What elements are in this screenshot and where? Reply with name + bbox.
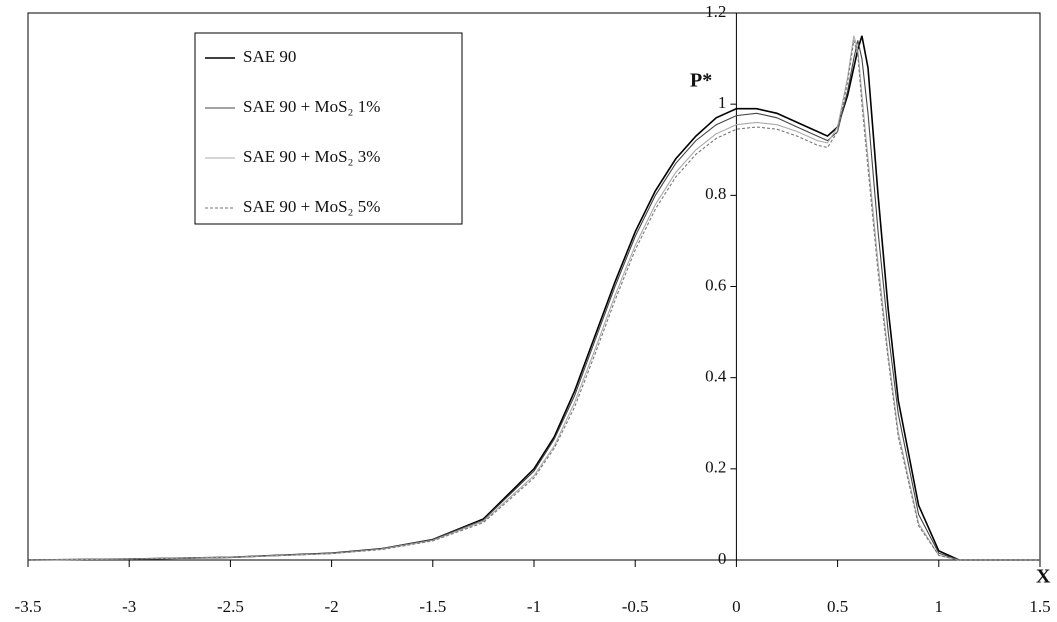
x-tick-label: 0.5 [827, 597, 848, 616]
y-axis-label: P* [690, 70, 712, 92]
y-tick-label: 0 [718, 549, 727, 568]
y-tick-label: 0.8 [705, 184, 726, 203]
x-axis-label: X [1036, 566, 1051, 588]
x-tick-label: -3.5 [15, 597, 42, 616]
legend-label: SAE 90 + MoS₂ 1% [243, 97, 380, 116]
x-tick-label: -2.5 [217, 597, 244, 616]
y-tick-label: 0.2 [705, 458, 726, 477]
x-tick-label: 0 [732, 597, 741, 616]
legend-label: SAE 90 + MoS₂ 5% [243, 197, 380, 216]
y-tick-label: 1.2 [705, 2, 726, 21]
x-tick-label: -0.5 [622, 597, 649, 616]
series-line [27, 35, 1040, 561]
legend-label: SAE 90 + MoS₂ 3% [243, 147, 380, 166]
legend-label: SAE 90 [243, 47, 296, 66]
y-tick-label: 0.4 [705, 367, 727, 386]
legend-box [194, 32, 463, 225]
series-line [27, 35, 1040, 561]
x-tick-label: -2 [325, 597, 339, 616]
x-tick-label: 1 [935, 597, 944, 616]
x-tick-label: 1.5 [1029, 597, 1050, 616]
y-tick-label: 1 [718, 93, 727, 112]
y-tick-label: 0.6 [705, 275, 726, 294]
x-tick-label: -3 [122, 597, 136, 616]
x-tick-label: -1 [527, 597, 541, 616]
x-tick-label: -1.5 [419, 597, 446, 616]
series-line [27, 40, 1040, 561]
series-line [27, 40, 1040, 561]
